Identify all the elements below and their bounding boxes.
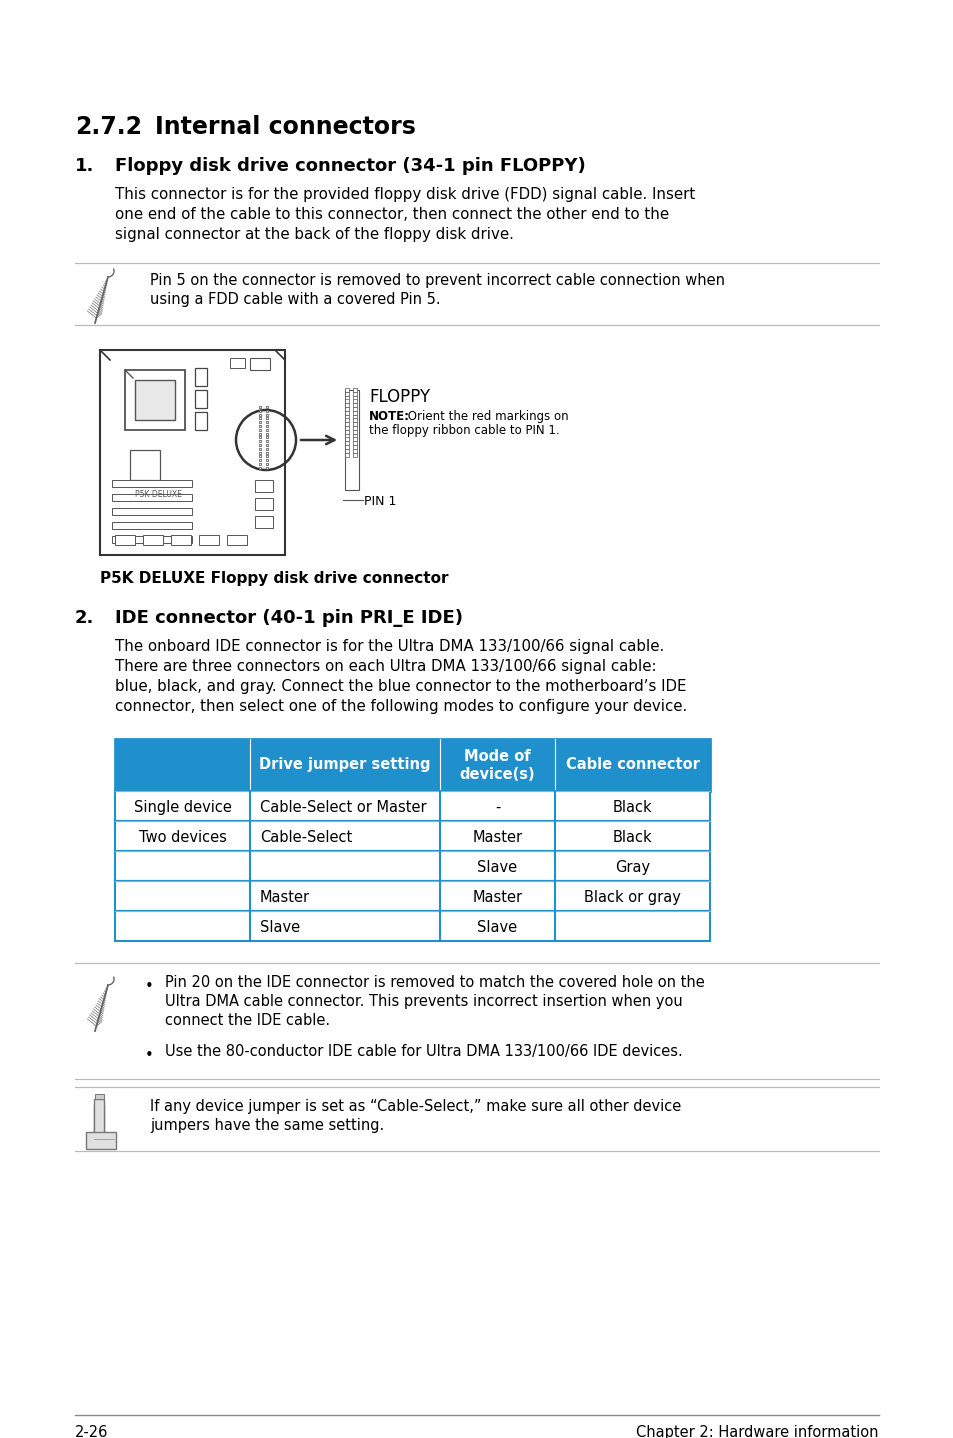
Text: device(s): device(s) <box>459 766 535 782</box>
Text: connect the IDE cable.: connect the IDE cable. <box>165 1012 330 1028</box>
Text: Use the 80-conductor IDE cable for Ultra DMA 133/100/66 IDE devices.: Use the 80-conductor IDE cable for Ultra… <box>165 1044 682 1058</box>
Bar <box>130 450 160 480</box>
Text: Two devices: Two devices <box>138 830 226 846</box>
Bar <box>345 390 358 490</box>
Text: This connector is for the provided floppy disk drive (FDD) signal cable. Insert: This connector is for the provided flopp… <box>115 187 695 201</box>
Text: 2.7.2: 2.7.2 <box>75 115 142 139</box>
Text: 2-26: 2-26 <box>75 1425 109 1438</box>
Text: Cable connector: Cable connector <box>565 756 699 772</box>
Text: Ultra DMA cable connector. This prevents incorrect insertion when you: Ultra DMA cable connector. This prevents… <box>165 994 682 1009</box>
Text: Gray: Gray <box>615 860 649 874</box>
Text: IDE connector (40-1 pin PRI_E IDE): IDE connector (40-1 pin PRI_E IDE) <box>115 610 462 627</box>
Text: jumpers have the same setting.: jumpers have the same setting. <box>150 1117 384 1133</box>
Bar <box>250 358 270 370</box>
Text: Pin 20 on the IDE connector is removed to match the covered hole on the: Pin 20 on the IDE connector is removed t… <box>165 975 704 989</box>
Bar <box>194 390 207 408</box>
Bar <box>115 851 709 881</box>
Bar <box>112 536 192 544</box>
Text: Cable-Select or Master: Cable-Select or Master <box>260 800 426 815</box>
Text: P5K DELUXE: P5K DELUXE <box>135 490 182 499</box>
Text: PIN 1: PIN 1 <box>364 495 395 508</box>
Text: Black: Black <box>612 830 652 846</box>
Text: Chapter 2: Hardware information: Chapter 2: Hardware information <box>636 1425 878 1438</box>
Text: Master: Master <box>260 890 310 905</box>
Bar <box>254 480 273 492</box>
Bar <box>194 368 207 385</box>
Bar <box>112 495 192 500</box>
Bar <box>199 535 219 545</box>
Bar <box>115 535 135 545</box>
Text: NOTE:: NOTE: <box>369 410 410 423</box>
Text: connector, then select one of the following modes to configure your device.: connector, then select one of the follow… <box>115 699 686 715</box>
Text: P5K DELUXE Floppy disk drive connector: P5K DELUXE Floppy disk drive connector <box>100 571 448 587</box>
Text: Slave: Slave <box>476 860 517 874</box>
Text: •: • <box>145 1048 153 1063</box>
Text: one end of the cable to this connector, then connect the other end to the: one end of the cable to this connector, … <box>115 207 668 221</box>
Bar <box>100 349 285 555</box>
Text: Cable-Select: Cable-Select <box>260 830 352 846</box>
Bar <box>171 535 191 545</box>
Text: -: - <box>495 800 499 815</box>
Bar <box>194 413 207 430</box>
Polygon shape <box>94 1099 104 1132</box>
Text: Slave: Slave <box>260 920 300 935</box>
Text: Drive jumper setting: Drive jumper setting <box>259 756 431 772</box>
Text: 1.: 1. <box>75 157 94 175</box>
Bar <box>112 480 192 487</box>
Bar <box>125 370 185 430</box>
Bar <box>115 739 709 791</box>
Bar <box>115 791 709 821</box>
Text: The onboard IDE connector is for the Ultra DMA 133/100/66 signal cable.: The onboard IDE connector is for the Ult… <box>115 638 663 654</box>
Text: Single device: Single device <box>133 800 232 815</box>
Text: Slave: Slave <box>476 920 517 935</box>
Polygon shape <box>86 1104 116 1149</box>
Bar <box>230 358 245 368</box>
Text: There are three connectors on each Ultra DMA 133/100/66 signal cable:: There are three connectors on each Ultra… <box>115 659 656 674</box>
Bar <box>143 535 163 545</box>
Text: Master: Master <box>472 890 522 905</box>
Text: If any device jumper is set as “Cable-Select,” make sure all other device: If any device jumper is set as “Cable-Se… <box>150 1099 680 1114</box>
Bar <box>115 821 709 851</box>
Bar <box>95 1094 104 1099</box>
Bar <box>112 508 192 515</box>
Text: 2.: 2. <box>75 610 94 627</box>
Text: FLOPPY: FLOPPY <box>369 388 430 406</box>
Text: Master: Master <box>472 830 522 846</box>
Bar <box>135 380 174 420</box>
Bar <box>115 912 709 940</box>
Text: Floppy disk drive connector (34-1 pin FLOPPY): Floppy disk drive connector (34-1 pin FL… <box>115 157 585 175</box>
Bar <box>112 522 192 529</box>
Text: using a FDD cable with a covered Pin 5.: using a FDD cable with a covered Pin 5. <box>150 292 440 306</box>
Text: Black or gray: Black or gray <box>583 890 680 905</box>
Bar <box>227 535 247 545</box>
Text: blue, black, and gray. Connect the blue connector to the motherboard’s IDE: blue, black, and gray. Connect the blue … <box>115 679 686 695</box>
Bar <box>254 498 273 510</box>
Text: Internal connectors: Internal connectors <box>154 115 416 139</box>
Text: Orient the red markings on: Orient the red markings on <box>403 410 568 423</box>
Text: Pin 5 on the connector is removed to prevent incorrect cable connection when: Pin 5 on the connector is removed to pre… <box>150 273 724 288</box>
Text: •: • <box>145 979 153 994</box>
Text: Mode of: Mode of <box>464 749 530 764</box>
Text: signal connector at the back of the floppy disk drive.: signal connector at the back of the flop… <box>115 227 514 242</box>
Bar <box>115 881 709 912</box>
Text: the floppy ribbon cable to PIN 1.: the floppy ribbon cable to PIN 1. <box>369 424 559 437</box>
Text: Black: Black <box>612 800 652 815</box>
Bar <box>254 516 273 528</box>
